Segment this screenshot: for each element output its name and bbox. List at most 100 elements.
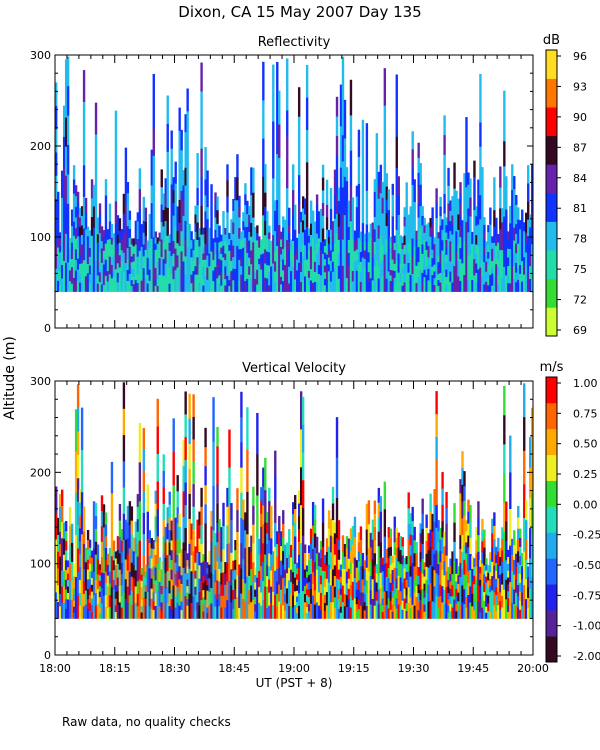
heatmap-cell (154, 490, 157, 504)
heatmap-cell (307, 567, 311, 575)
heatmap-cell (491, 518, 494, 534)
heatmap-cell (94, 592, 98, 606)
heatmap-cell (389, 600, 392, 610)
heatmap-cell (276, 61, 279, 109)
heatmap-cell (132, 604, 136, 619)
heatmap-cell (104, 512, 108, 525)
heatmap-cell (94, 567, 98, 581)
heatmap-cell (449, 220, 452, 232)
heatmap-cell (397, 214, 400, 235)
heatmap-cell (234, 589, 237, 600)
heatmap-cell (214, 254, 217, 268)
heatmap-cell (278, 533, 281, 551)
heatmap-cell (361, 154, 365, 189)
heatmap-cell (140, 567, 144, 575)
heatmap-cell (373, 579, 377, 593)
heatmap-cell (429, 254, 432, 265)
colorbar-label: 93 (573, 80, 587, 93)
heatmap-cell (198, 591, 201, 606)
heatmap-cell (467, 535, 470, 548)
heatmap-cell (258, 538, 261, 556)
heatmap-cell (55, 565, 58, 593)
heatmap-cell (469, 216, 472, 236)
heatmap-cell (218, 258, 221, 268)
heatmap-cell (262, 580, 265, 600)
heatmap-cell (381, 564, 385, 572)
heatmap-cell (411, 255, 414, 275)
heatmap-cell (234, 268, 237, 292)
heatmap-cell (415, 542, 418, 554)
heatmap-cell (497, 537, 500, 552)
heatmap-cell (487, 225, 490, 233)
heatmap-cell (449, 581, 452, 589)
heatmap-cell (292, 164, 295, 191)
heatmap-cell (483, 254, 486, 263)
heatmap-cell (467, 196, 470, 209)
heatmap-cell (441, 229, 444, 241)
heatmap-cell (168, 234, 171, 243)
heatmap-cell (369, 278, 373, 292)
heatmap-cell (56, 202, 60, 215)
heatmap-cell (192, 528, 195, 552)
heatmap-cell (88, 239, 92, 249)
heatmap-cell (295, 607, 299, 614)
heatmap-cell (337, 265, 341, 279)
heatmap-cell (150, 568, 153, 579)
heatmap-cell (240, 231, 243, 241)
heatmap-cell (451, 243, 454, 254)
heatmap-cell (461, 451, 464, 469)
heatmap-cell (473, 566, 476, 576)
heatmap-cell (150, 578, 153, 589)
heatmap-cell (96, 266, 100, 276)
heatmap-cell (180, 230, 183, 252)
heatmap-cell (389, 275, 392, 281)
heatmap-cell (226, 275, 229, 292)
heatmap-cell (407, 523, 410, 540)
heatmap-cell (62, 602, 66, 619)
heatmap-cell (367, 261, 371, 273)
heatmap-cell (517, 279, 520, 292)
heatmap-cell (427, 222, 430, 235)
heatmap-cell (483, 246, 486, 255)
heatmap-cell (278, 258, 281, 292)
heatmap-cell (246, 200, 249, 215)
heatmap-cell (168, 593, 171, 607)
heatmap-cell (240, 240, 243, 250)
heatmap-cell (313, 221, 317, 232)
colorbar-label: 78 (573, 233, 587, 246)
heatmap-cell (68, 237, 72, 249)
heatmap-cell (295, 596, 299, 603)
heatmap-cell (238, 217, 241, 228)
heatmap-cell (266, 586, 269, 598)
heatmap-cell (299, 231, 303, 243)
heatmap-cell (244, 226, 247, 238)
heatmap-cell (369, 589, 373, 605)
heatmap-cell (78, 273, 82, 283)
heatmap-cell (373, 279, 377, 292)
heatmap-cell (156, 279, 159, 286)
heatmap-cell (477, 224, 480, 248)
heatmap-cell (393, 277, 396, 285)
heatmap-cell (196, 187, 199, 206)
heatmap-cell (214, 279, 217, 292)
heatmap-cell (379, 235, 383, 250)
heatmap-cell (118, 536, 122, 554)
heatmap-cell (268, 605, 271, 619)
heatmap-cell (323, 285, 327, 292)
heatmap-cell (294, 536, 297, 551)
heatmap-cell (307, 256, 311, 264)
heatmap-cell (469, 178, 472, 198)
heatmap-cell (106, 596, 110, 608)
heatmap-cell (395, 608, 398, 619)
heatmap-cell (220, 234, 223, 242)
heatmap-cell (385, 252, 389, 266)
heatmap-cell (405, 602, 408, 611)
heatmap-cell (471, 231, 474, 245)
heatmap-cell (477, 534, 480, 552)
heatmap-cell (186, 178, 189, 202)
colorbar-swatch (546, 428, 557, 456)
heatmap-cell (152, 583, 155, 593)
heatmap-cell (391, 611, 394, 619)
heatmap-cell (437, 238, 440, 245)
